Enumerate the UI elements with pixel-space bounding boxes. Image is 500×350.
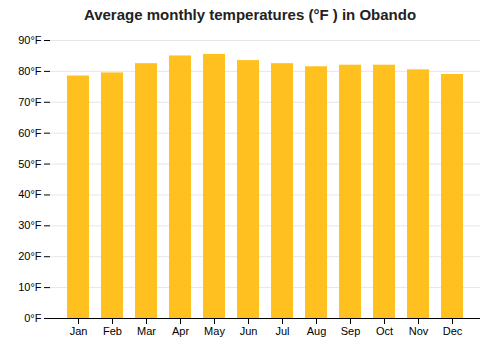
svg-text:Feb: Feb bbox=[103, 325, 122, 337]
svg-text:May: May bbox=[204, 325, 225, 337]
svg-text:30°F: 30°F bbox=[18, 219, 42, 231]
svg-text:60°F: 60°F bbox=[18, 127, 42, 139]
svg-text:Aug: Aug bbox=[307, 325, 327, 337]
svg-text:40°F: 40°F bbox=[18, 188, 42, 200]
svg-text:Jun: Jun bbox=[240, 325, 258, 337]
svg-text:Dec: Dec bbox=[443, 325, 463, 337]
svg-text:Sep: Sep bbox=[341, 325, 361, 337]
svg-text:Oct: Oct bbox=[376, 325, 393, 337]
svg-text:Jan: Jan bbox=[70, 325, 88, 337]
svg-text:Jul: Jul bbox=[275, 325, 289, 337]
svg-text:Apr: Apr bbox=[172, 325, 189, 337]
svg-text:70°F: 70°F bbox=[18, 96, 42, 108]
svg-text:50°F: 50°F bbox=[18, 158, 42, 170]
svg-text:90°F: 90°F bbox=[18, 34, 42, 46]
svg-text:Nov: Nov bbox=[409, 325, 429, 337]
svg-text:20°F: 20°F bbox=[18, 250, 42, 262]
html-text:Average monthly temperatures (: Average monthly temperatures (°F ) in Ob… bbox=[83, 6, 417, 23]
svg-text:80°F: 80°F bbox=[18, 65, 42, 77]
svg-text:0°F: 0°F bbox=[24, 312, 42, 324]
svg-text:Mar: Mar bbox=[137, 325, 156, 337]
svg-text:10°F: 10°F bbox=[18, 281, 42, 293]
